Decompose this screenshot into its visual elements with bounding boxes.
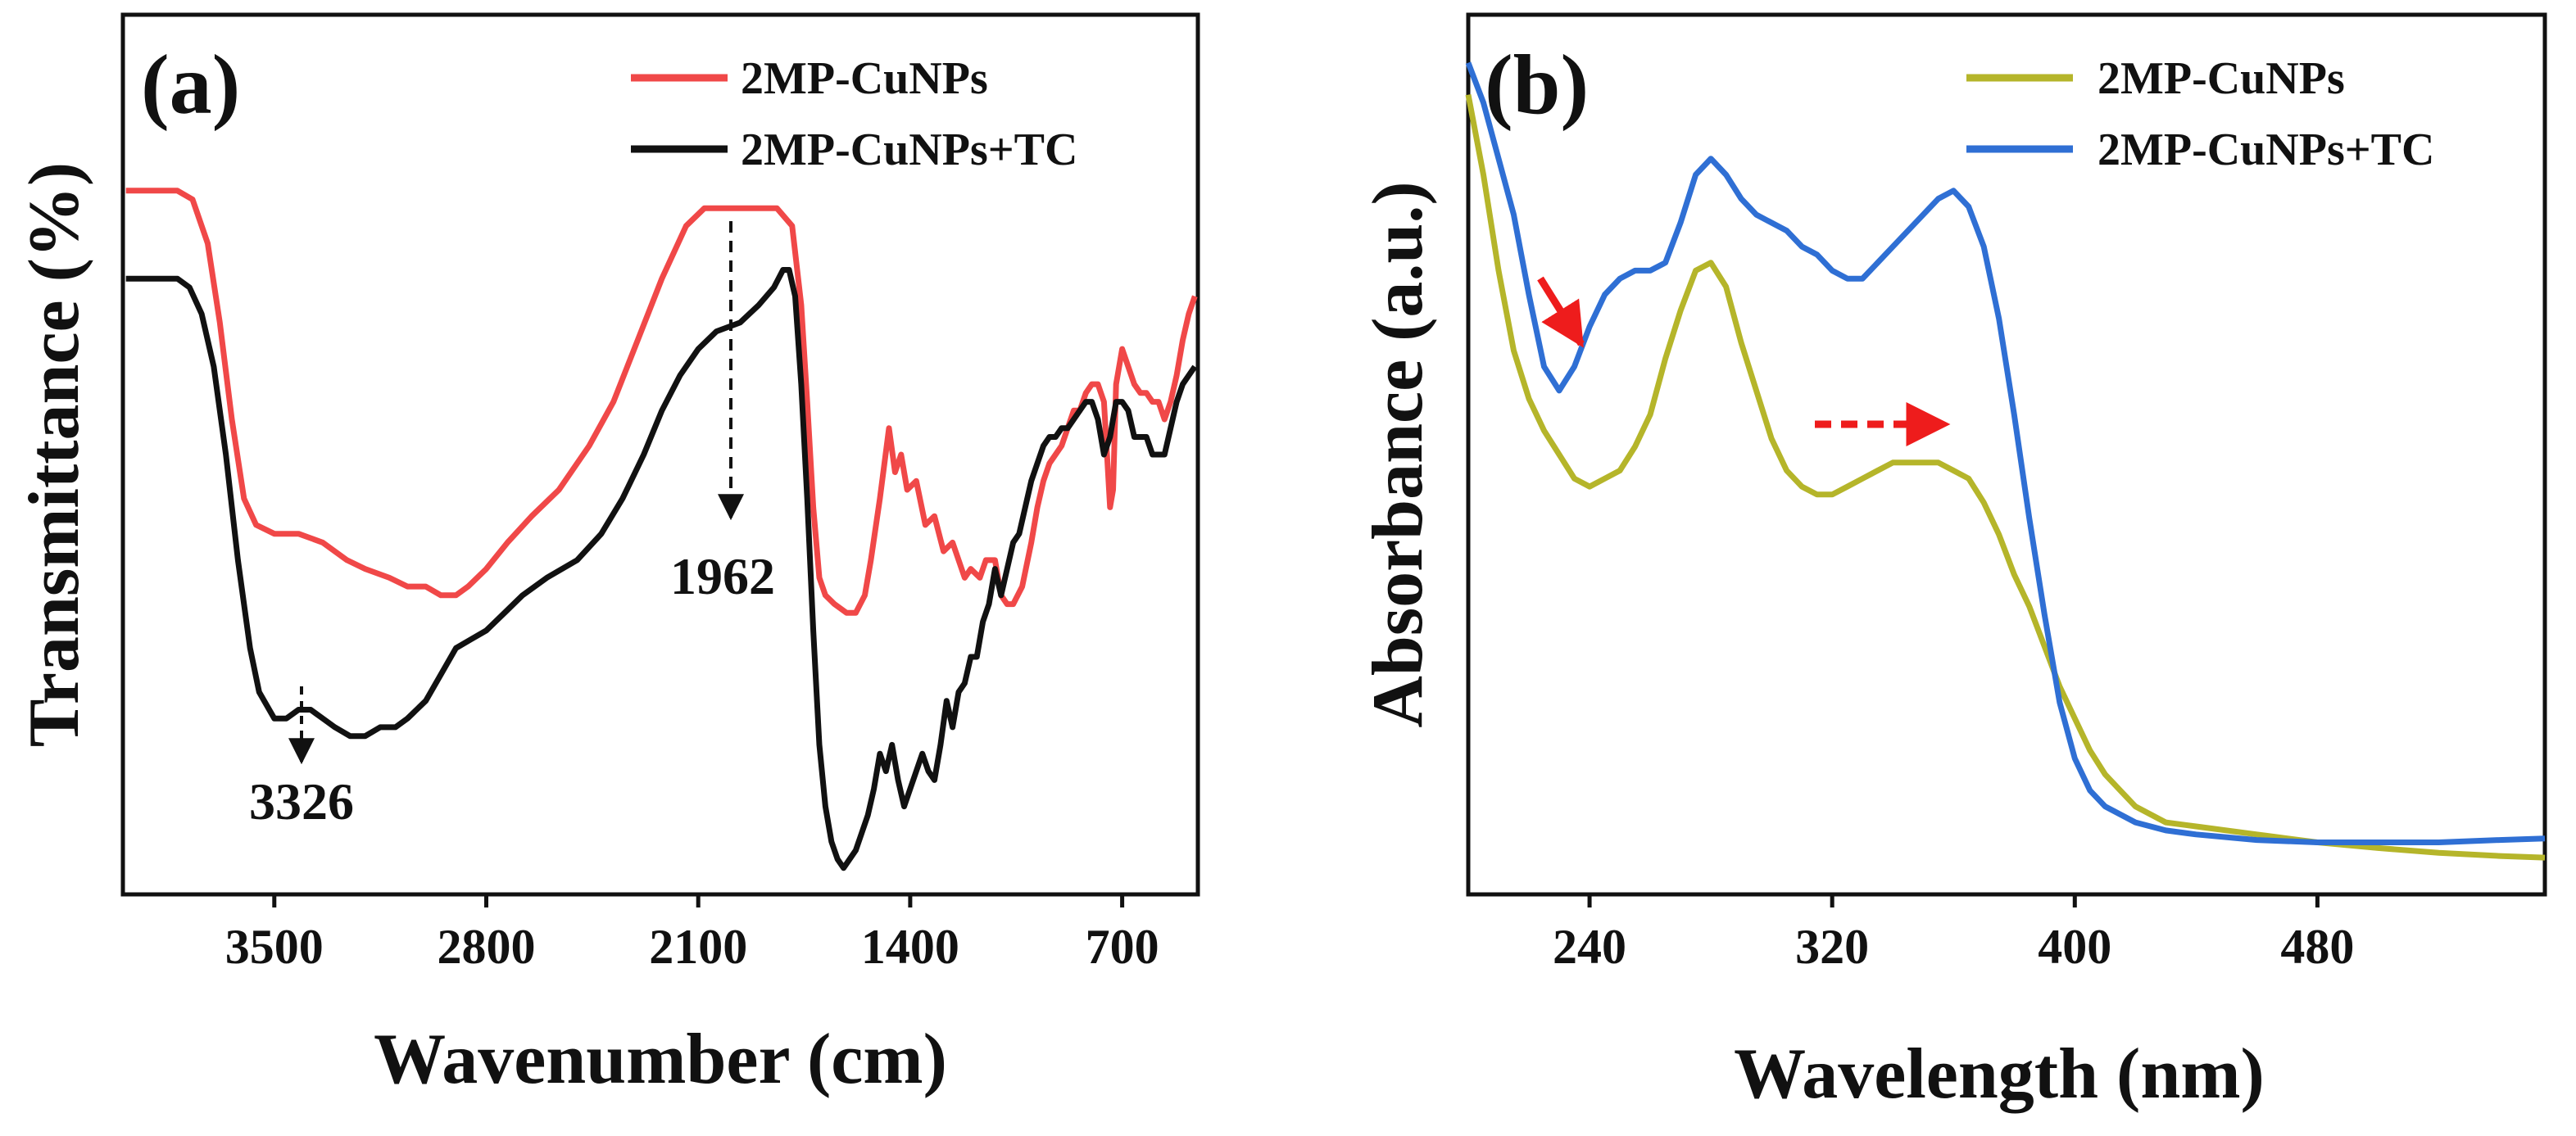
series-lines-b	[1465, 61, 2546, 861]
x-axis-title-a: Wavenumber (cm)	[374, 1020, 947, 1099]
annotation-solid-red-arrow	[1537, 276, 1585, 348]
x-tick-label-b-2: 400	[2038, 920, 2111, 974]
x-axis-title-a-unit: (cm)	[807, 1020, 947, 1099]
x-tick-label-a-4: 700	[1086, 920, 1159, 974]
x-tick-label-a-3: 1400	[861, 920, 959, 974]
series-line-a-1	[125, 267, 1198, 871]
x-ticks-a: 3500 2800 2100 1400 700	[225, 894, 1159, 974]
x-tick-label-a-2: 2100	[649, 920, 747, 974]
series-line-b-1	[1465, 61, 2546, 845]
x-ticks-b: 240 320 400 480	[1553, 894, 2354, 974]
x-tick-label-a-0: 3500	[225, 920, 324, 974]
legend-label-b-1: 2MP-CuNPs+TC	[2098, 124, 2434, 175]
x-tick-label-a-1: 2800	[437, 920, 535, 974]
annotation-3326: 3326	[249, 686, 354, 831]
series-line-a-0	[125, 188, 1198, 616]
annotation-label-1962: 1962	[670, 547, 775, 605]
series-line-b-0	[1465, 93, 2546, 861]
annotation-label-3326: 3326	[249, 772, 354, 831]
series-lines-a	[125, 188, 1198, 871]
panel-b: 240 320 400 480 (b) 2MP-CuNPs 2MP-CuNPs+TC …	[1358, 12, 2547, 1114]
legend-label-a-0: 2MP-CuNPs	[741, 53, 988, 104]
annotation-1962: 1962	[670, 221, 775, 605]
panel-label-b: (b)	[1485, 38, 1589, 132]
x-tick-label-b-0: 240	[1553, 920, 1626, 974]
legend-b: 2MP-CuNPs 2MP-CuNPs+TC	[1966, 53, 2434, 175]
panel-label-a: (a)	[141, 38, 240, 132]
x-axis-title-b: Wavelength (nm)	[1734, 1034, 2265, 1114]
legend-label-b-0: 2MP-CuNPs	[2098, 53, 2345, 104]
x-tick-label-b-1: 320	[1795, 920, 1869, 974]
y-axis-title-b: Absorbance (a.u.)	[1358, 181, 1438, 727]
plot-frame-a	[120, 12, 1200, 897]
solid-red-arrow	[1537, 276, 1585, 348]
plot-frame-b	[1466, 12, 2547, 897]
x-axis-title-a-main: Wavenumber	[374, 1020, 807, 1099]
panel-a: 3500 2800 2100 1400 700 (a) 2MP-CuNPs 2MP-Cu…	[15, 12, 1200, 1099]
x-tick-label-b-3: 480	[2280, 920, 2354, 974]
y-axis-title-a: Transmittance (%)	[15, 162, 94, 747]
legend-label-a-1: 2MP-CuNPs+TC	[741, 124, 1077, 175]
legend-a: 2MP-CuNPs 2MP-CuNPs+TC	[631, 53, 1077, 175]
